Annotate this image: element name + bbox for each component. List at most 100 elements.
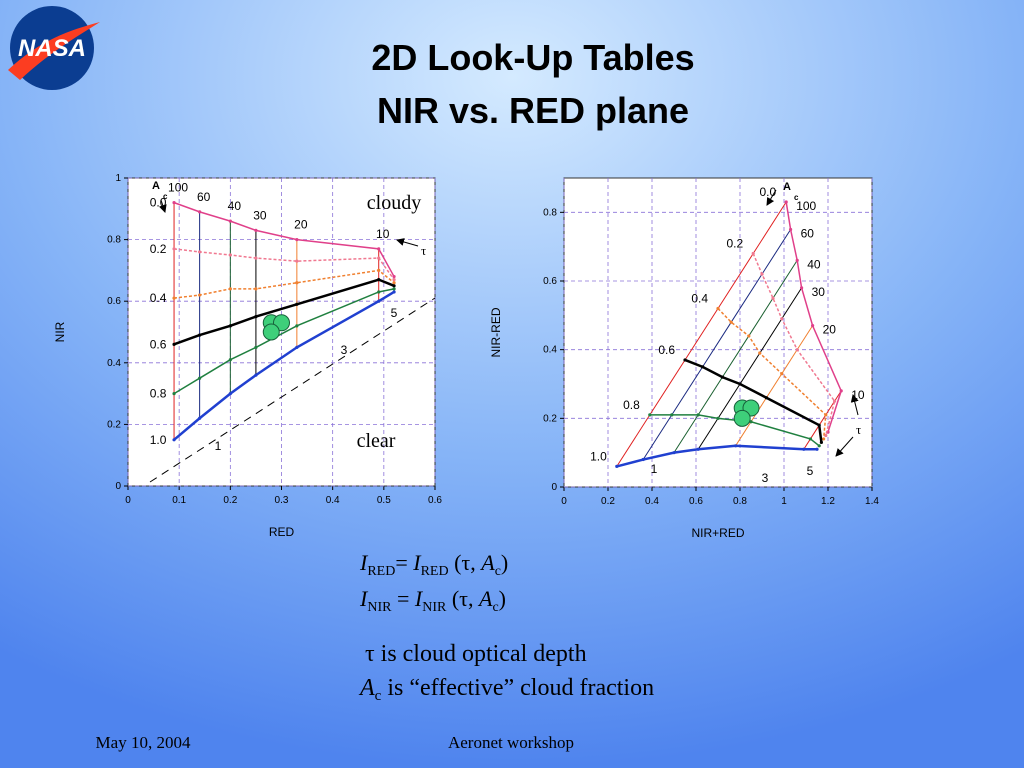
lut-point xyxy=(228,219,232,223)
equation: IRED= IRED (τ, Ac) xyxy=(359,550,508,579)
tau-value-label: 3 xyxy=(762,471,769,485)
eq-part: (τ, xyxy=(449,550,482,575)
lut-point xyxy=(295,281,299,285)
lut-point xyxy=(254,256,258,260)
reference-line xyxy=(149,297,436,483)
lut-point xyxy=(789,227,793,232)
tau-label: τ xyxy=(856,422,861,437)
lut-point xyxy=(254,287,258,291)
y-tick-label: 0.4 xyxy=(107,358,121,369)
footer-date: May 10, 2004 xyxy=(96,733,191,752)
observation xyxy=(262,323,280,341)
arrow xyxy=(835,436,854,457)
eq-part: I xyxy=(359,586,369,611)
lut-point xyxy=(824,413,828,417)
x-tick-label: 0.5 xyxy=(377,495,391,506)
x-tick-label: 0.2 xyxy=(601,496,615,507)
tau-value-label: 10 xyxy=(851,388,865,402)
eq-sub: RED xyxy=(421,564,449,579)
tau-value-label: 40 xyxy=(228,199,242,213)
tau-label: τ xyxy=(421,243,426,258)
lut-point xyxy=(377,290,381,294)
y-tick-label: 0.8 xyxy=(543,207,557,218)
lut-point xyxy=(615,464,619,468)
lut-point xyxy=(751,251,755,256)
eq-sub: c xyxy=(492,600,498,615)
lut-point xyxy=(377,299,381,303)
lut-point xyxy=(822,437,826,441)
ac-value-label: 0.2 xyxy=(727,237,744,251)
lut-point xyxy=(254,373,258,377)
lut-point xyxy=(254,228,258,232)
lut-point xyxy=(758,351,762,355)
lut-point xyxy=(377,247,381,251)
lut-point xyxy=(641,457,645,462)
lut-point xyxy=(811,324,815,328)
lut-point xyxy=(683,358,687,362)
x-tick-label: 0.3 xyxy=(275,495,289,506)
lut-point xyxy=(392,287,396,291)
tau-line xyxy=(642,229,792,460)
ac-value-label: 0.8 xyxy=(150,387,167,401)
lut-point xyxy=(696,447,700,451)
lut-point xyxy=(780,372,784,376)
title: NIR vs. RED plane xyxy=(377,90,689,131)
lut-point xyxy=(780,317,784,321)
tau-value-label: 30 xyxy=(812,285,826,299)
eq-part: = xyxy=(395,550,413,575)
tau-line xyxy=(697,287,803,450)
lut-point xyxy=(392,274,396,279)
observation xyxy=(733,409,751,427)
lut-point xyxy=(648,413,652,417)
lut-point xyxy=(802,447,806,451)
y-tick-label: 0.4 xyxy=(543,345,557,356)
eq-part: I xyxy=(412,550,422,575)
lut-point xyxy=(198,250,202,254)
y-axis-label: NIR xyxy=(53,321,67,342)
note-sub: c xyxy=(375,688,382,704)
lut-point xyxy=(377,256,381,260)
eq-part: A xyxy=(479,550,495,575)
lut-point xyxy=(800,286,804,290)
charts: 0 0.1 0.2 0.3 0.4 0.5 0.6 0 0.2 0.4 0.6 0.8 1 RED NIR 0… xyxy=(53,173,879,540)
eq-part: I xyxy=(359,550,369,575)
lut-point xyxy=(198,333,202,337)
lut-point xyxy=(392,281,396,285)
ac-value-label: 0.8 xyxy=(623,398,640,412)
tau-line xyxy=(616,201,787,467)
eq-sub: RED xyxy=(367,564,395,579)
lut-point xyxy=(228,358,232,362)
lut-point xyxy=(377,268,381,272)
eq-sub: c xyxy=(495,564,501,579)
x-tick-label: 0.6 xyxy=(428,495,442,506)
lut-point xyxy=(172,201,176,205)
eq-part: ) xyxy=(501,550,508,575)
lut-point xyxy=(784,200,788,204)
lut-point xyxy=(817,423,821,427)
cloudy-label: cloudy xyxy=(367,192,421,214)
lut-point xyxy=(392,290,396,294)
x-axis-label: RED xyxy=(269,525,295,539)
ac-value-label: 0.4 xyxy=(691,291,708,305)
tau-value-label: 5 xyxy=(807,464,814,478)
arrow xyxy=(158,199,167,213)
eq-part: (τ, xyxy=(446,586,479,611)
lut-point xyxy=(295,238,299,242)
lut-point xyxy=(172,247,176,251)
footer-event: Aeronet workshop xyxy=(448,733,574,752)
arrow xyxy=(766,189,777,206)
lut-point xyxy=(172,342,176,346)
lut-point xyxy=(198,293,202,297)
y-tick-label: 0 xyxy=(551,482,557,493)
ac-value-label: 1.0 xyxy=(590,449,607,463)
lut-point xyxy=(747,334,751,338)
x-tick-label: 0.4 xyxy=(326,495,340,506)
tau-line xyxy=(803,390,842,450)
y-tick-label: 0.2 xyxy=(107,419,121,430)
lut-point xyxy=(771,296,775,300)
x-tick-label: 0.2 xyxy=(223,495,237,506)
lut-point xyxy=(760,272,764,276)
y-tick-label: 0.2 xyxy=(543,413,557,424)
lut-point xyxy=(716,416,720,420)
tau-value-label: 60 xyxy=(197,190,211,204)
